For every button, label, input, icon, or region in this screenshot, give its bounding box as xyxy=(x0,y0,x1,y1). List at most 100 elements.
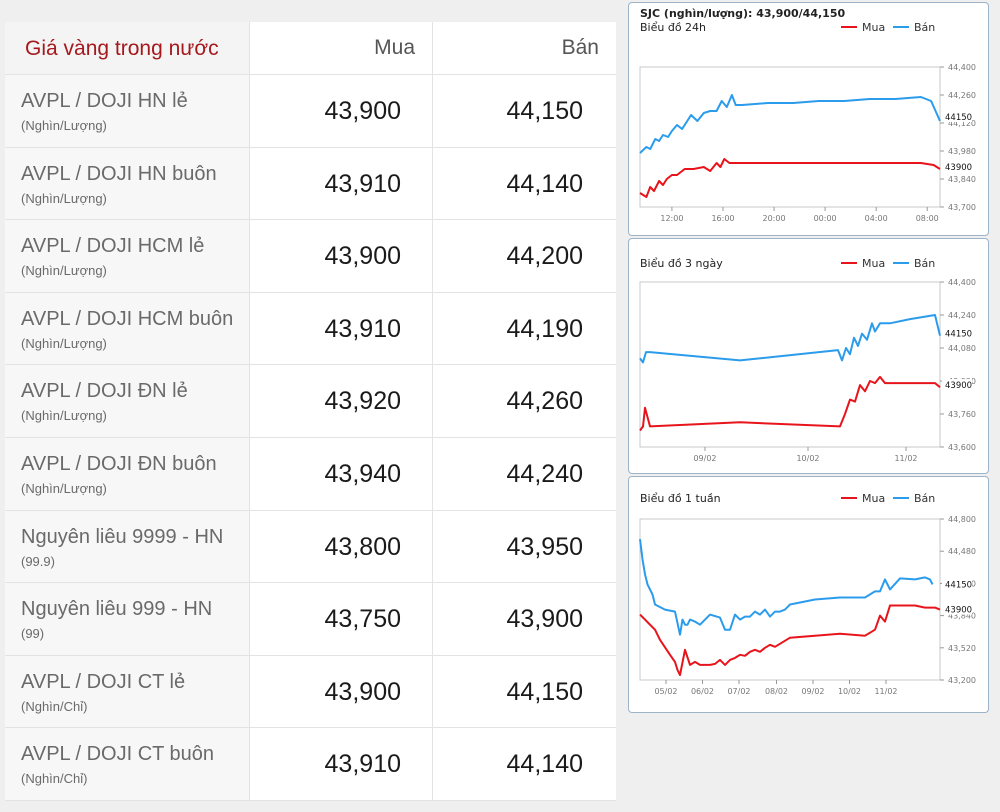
sell-cell: 44,140 xyxy=(432,728,617,800)
plot-area xyxy=(639,281,941,448)
row-name-cell: Nguyên liêu 999 - HN (99) xyxy=(5,583,249,655)
ref-value-label: 43900 xyxy=(945,381,972,391)
ref-label-bg xyxy=(942,603,972,615)
table-row: AVPL / DOJI HCM buôn (Nghìn/Lượng) 43,910… xyxy=(5,292,616,366)
product-name: AVPL / DOJI ĐN buôn xyxy=(21,452,217,475)
table-row: AVPL / DOJI ĐN buôn (Nghìn/Lượng) 43,940 … xyxy=(5,437,617,511)
sell-cell: 43,900 xyxy=(432,583,617,655)
chart-panel-24h: SJC (nghìn/lượng): 43,900/44,150 Biểu đồ … xyxy=(628,2,989,236)
ref-value-label: 44150 xyxy=(945,113,972,123)
table-row: AVPL / DOJI ĐN lẻ (Nghìn/Lượng) 43,920 44… xyxy=(5,365,616,438)
chart-title: Biểu đồ 3 ngày xyxy=(640,257,723,270)
x-tick-label: 16:00 xyxy=(711,214,734,223)
table-row: AVPL / DOJI HN lẻ (Nghìn/Lượng) 43,900 44… xyxy=(5,75,616,148)
y-tick-label: 44,240 xyxy=(948,311,976,320)
row-name-cell: AVPL / DOJI HN buôn (Nghìn/Lượng) xyxy=(5,147,249,220)
gold-price-table: Giá vàng trong nước Mua Bán AVPL / DOJI … xyxy=(5,22,616,801)
table-row: AVPL / DOJI CT lẻ (Nghìn/Chỉ) 43,900 44,1… xyxy=(5,655,617,729)
product-name: Nguyên liêu 999 - HN xyxy=(21,598,213,621)
header-buy-cell: Mua xyxy=(249,22,433,74)
product-unit: (Nghìn/Chỉ) xyxy=(21,771,88,787)
sell-price: 44,240 xyxy=(506,459,583,488)
sell-cell: 44,200 xyxy=(432,220,617,292)
row-name-cell: AVPL / DOJI CT buôn (Nghìn/Chỉ) xyxy=(5,728,249,800)
legend-buy-label: Mua xyxy=(862,492,885,505)
product-name: AVPL / DOJI HCM buôn xyxy=(21,307,234,330)
y-tick-label: 43,520 xyxy=(948,644,976,653)
row-name-cell: AVPL / DOJI ĐN lẻ (Nghìn/Lượng) xyxy=(5,365,249,437)
x-tick-label: 07/02 xyxy=(727,687,750,696)
chart-panel-1-week: Biểu đồ 1 tuần Mua Bán 43,200 43,520 43,840 44… xyxy=(628,476,989,713)
product-name: AVPL / DOJI ĐN lẻ xyxy=(21,380,188,403)
chart-3-days: Biểu đồ 3 ngàyMuaBán43,60043,76043,92044… xyxy=(639,257,976,463)
legend-buy-label: Mua xyxy=(862,257,885,270)
sell-cell: 44,140 xyxy=(432,147,617,220)
buy-price: 43,800 xyxy=(324,532,401,561)
y-tick-label: 44,800 xyxy=(948,515,976,524)
buy-cell: 43,910 xyxy=(249,292,433,365)
y-tick-label: 43,760 xyxy=(948,410,976,419)
product-name: AVPL / DOJI HCM lẻ xyxy=(21,235,205,258)
legend-sell-label: Bán xyxy=(914,257,935,270)
buy-cell: 43,910 xyxy=(249,147,433,220)
sell-price: 44,150 xyxy=(506,677,583,706)
product-name: AVPL / DOJI HN lẻ xyxy=(21,90,188,112)
y-tick-label: 44,400 xyxy=(948,278,976,287)
sell-price: 43,900 xyxy=(506,605,583,634)
y-tick-label: 44,260 xyxy=(948,91,976,100)
y-tick-label: 43,840 xyxy=(948,612,976,621)
y-tick-label: 43,600 xyxy=(948,443,976,452)
table-row: AVPL / DOJI HN buôn (Nghìn/Lượng) 43,910 … xyxy=(5,147,617,221)
row-name-cell: Nguyên liêu 9999 - HN (99.9) xyxy=(5,510,249,583)
x-tick-label: 10/02 xyxy=(796,454,819,463)
x-tick-label: 09/02 xyxy=(801,687,824,696)
sell-cell: 44,240 xyxy=(432,437,617,510)
ref-value-label: 44150 xyxy=(945,580,972,590)
x-tick-label: 11/02 xyxy=(894,454,917,463)
x-tick-label: 00:00 xyxy=(814,214,837,223)
buy-price: 43,750 xyxy=(324,605,401,634)
product-unit: (Nghìn/Lượng) xyxy=(21,408,107,424)
table-row: Nguyên liêu 9999 - HN (99.9) 43,800 43,95… xyxy=(5,510,616,584)
series-line-sell xyxy=(639,314,941,364)
sell-price: 44,140 xyxy=(506,169,583,198)
ref-value-label: 43900 xyxy=(945,163,972,173)
buy-cell: 43,900 xyxy=(249,655,433,728)
chart-title: Biểu đồ 1 tuần xyxy=(640,492,721,505)
buy-price: 43,940 xyxy=(324,459,401,488)
x-tick-label: 11/02 xyxy=(874,687,897,696)
product-unit: (99) xyxy=(21,626,45,642)
sell-price: 43,950 xyxy=(506,532,583,561)
row-name-cell: AVPL / DOJI ĐN buôn (Nghìn/Lượng) xyxy=(5,437,249,510)
product-name: AVPL / DOJI CT lẻ xyxy=(21,670,186,693)
sell-price: 44,140 xyxy=(506,750,583,779)
legend-buy-label: Mua xyxy=(862,21,885,34)
sell-price: 44,260 xyxy=(506,387,583,416)
table-row: AVPL / DOJI CT buôn (Nghìn/Chỉ) 43,910 44… xyxy=(5,728,616,801)
x-tick-label: 12:00 xyxy=(660,214,683,223)
sell-cell: 44,150 xyxy=(432,655,617,728)
product-unit: (Nghìn/Lượng) xyxy=(21,263,107,279)
buy-cell: 43,920 xyxy=(249,365,433,437)
y-tick-label: 43,700 xyxy=(948,203,976,212)
sell-cell: 44,260 xyxy=(432,365,617,437)
product-name: AVPL / DOJI CT buôn xyxy=(21,743,215,766)
buy-price: 43,910 xyxy=(324,750,401,779)
table-row: Nguyên liêu 999 - HN (99) 43,750 43,900 xyxy=(5,583,616,656)
y-tick-label: 43,980 xyxy=(948,147,976,156)
buy-cell: 43,800 xyxy=(249,510,433,583)
product-name: Nguyên liêu 9999 - HN xyxy=(21,525,224,548)
buy-price: 43,920 xyxy=(324,387,401,416)
row-name-cell: AVPL / DOJI HCM lẻ (Nghìn/Lượng) xyxy=(5,220,249,292)
y-tick-label: 44,120 xyxy=(948,119,976,128)
product-name: AVPL / DOJI HN buôn xyxy=(21,162,217,185)
product-unit: (99.9) xyxy=(21,553,55,569)
buy-cell: 43,900 xyxy=(249,220,433,292)
buy-column-header: Mua xyxy=(374,36,415,59)
ref-value-label: 44150 xyxy=(945,330,972,340)
x-tick-label: 20:00 xyxy=(763,214,786,223)
y-tick-label: 44,400 xyxy=(948,63,976,72)
header-name-cell: Giá vàng trong nước xyxy=(5,22,249,74)
series-line-buy xyxy=(639,604,941,676)
